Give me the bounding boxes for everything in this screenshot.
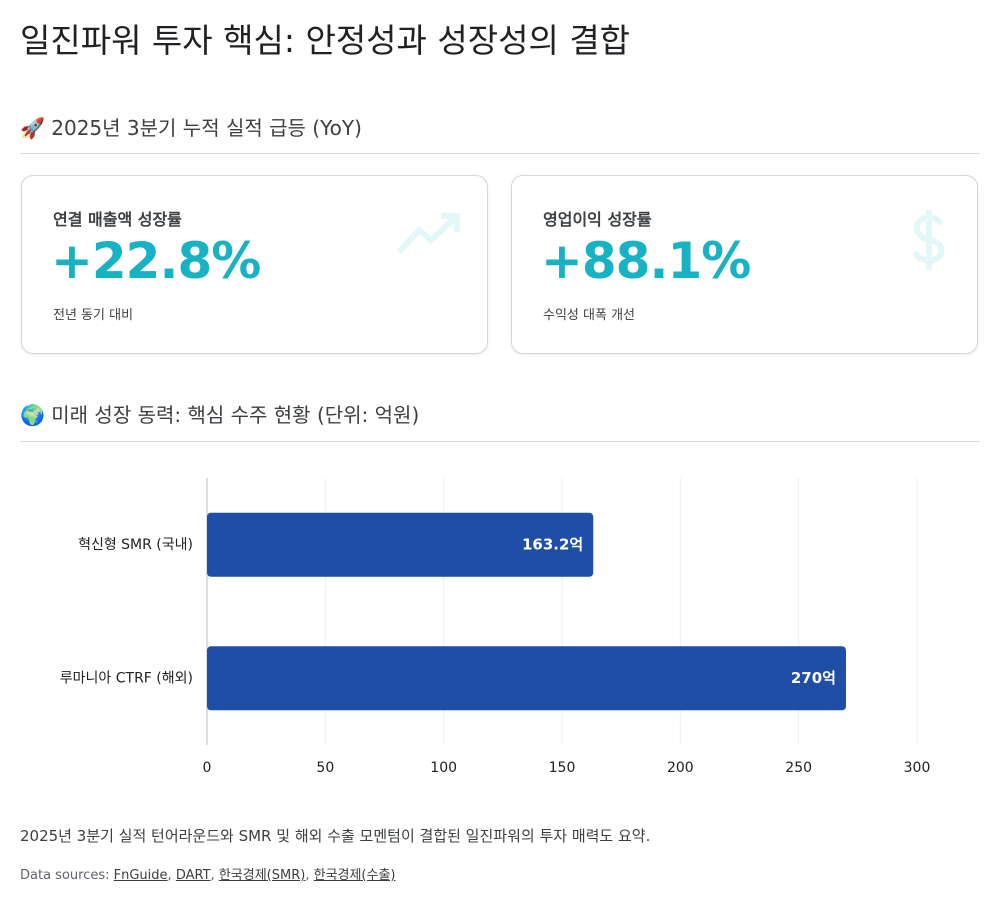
x-tick-label: 300	[904, 760, 931, 776]
value-label: 163.2억	[522, 535, 583, 553]
divider	[20, 153, 980, 154]
value-label: 270억	[791, 669, 836, 687]
dollar-icon	[912, 210, 945, 270]
source-link[interactable]: 한국경제(SMR)	[218, 868, 306, 883]
y-tick-label: 혁신형 SMR (국내)	[78, 537, 193, 553]
x-tick-label: 250	[785, 760, 812, 776]
kpi-note: 전년 동기 대비	[53, 308, 134, 323]
kpi-value: +88.1%	[541, 232, 751, 290]
separator: ,	[167, 868, 172, 883]
section-heading: 🌍 미래 성장 동력: 핵심 수주 현황 (단위: 억원)	[20, 403, 420, 427]
sources: Data sources: FnGuide, DART, 한국경제(SMR), …	[20, 864, 396, 883]
summary: 2025년 3분기 실적 턴어라운드와 SMR 및 해외 수출 모멘텀이 결합된…	[20, 827, 651, 845]
separator: ,	[210, 868, 215, 883]
sources-label: Data sources:	[20, 868, 110, 883]
source-link[interactable]: DART	[175, 868, 211, 883]
separator: ,	[305, 868, 310, 883]
section-heading: 🚀 2025년 3분기 누적 실적 급등 (YoY)	[20, 116, 362, 140]
trend-icon	[396, 213, 460, 255]
x-tick-label: 50	[316, 760, 334, 776]
x-tick-label: 150	[549, 760, 576, 776]
kpi-label: 연결 매출액 성장률	[53, 210, 182, 229]
kpi-card: 영업이익 성장률 +88.1% 수익성 대폭 개선	[511, 175, 978, 354]
kpi-label: 영업이익 성장률	[543, 210, 652, 229]
source-link[interactable]: 한국경제(수출)	[313, 868, 396, 883]
kpi-card: 연결 매출액 성장률 +22.8% 전년 동기 대비	[21, 175, 488, 354]
x-tick-label: 100	[430, 760, 457, 776]
x-tick-label: 200	[667, 760, 694, 776]
chart: 0 50 100 150 200 250 300 혁신형 SMR (국내) 163.2억루마니아…	[60, 478, 931, 776]
y-tick-label: 루마니아 CTRF (해외)	[60, 670, 193, 686]
divider	[20, 441, 980, 442]
kpi-note: 수익성 대폭 개선	[543, 308, 635, 323]
x-tick-label: 0	[203, 760, 212, 776]
page-title: 일진파워 투자 핵심: 안정성과 성장성의 결합	[20, 21, 631, 60]
kpi-value: +22.8%	[51, 232, 261, 290]
source-link[interactable]: FnGuide	[113, 868, 168, 883]
bar	[207, 646, 846, 711]
bar	[207, 512, 594, 577]
